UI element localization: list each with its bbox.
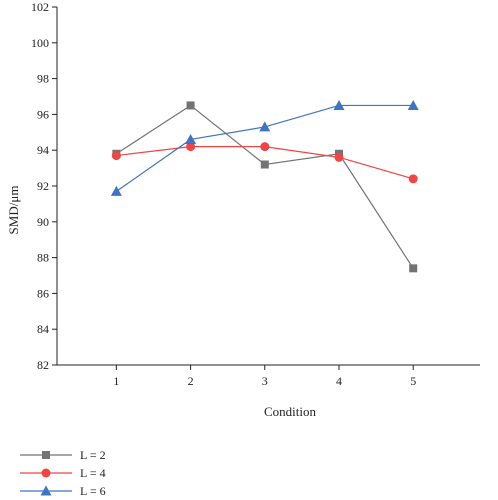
- x-axis-title: Condition: [264, 404, 317, 419]
- y-tick-label: 92: [37, 179, 49, 193]
- legend-label: L = 4: [80, 466, 106, 480]
- y-tick-label: 88: [37, 251, 49, 265]
- y-tick-label: 96: [37, 107, 49, 121]
- x-tick-label: 5: [410, 374, 416, 388]
- data-point: [407, 99, 419, 110]
- data-point: [186, 101, 195, 110]
- x-tick-label: 1: [113, 374, 119, 388]
- series-2: [111, 142, 418, 184]
- data-point: [408, 174, 418, 184]
- data-point: [334, 152, 344, 162]
- y-axis-ticks: 82 84 86 88 90 92 94 96 98 100 102: [31, 0, 57, 372]
- data-point: [259, 121, 271, 132]
- legend-item: L = 4: [20, 466, 106, 480]
- x-tick-label: 2: [188, 374, 194, 388]
- data-point: [260, 160, 269, 169]
- series-3: [110, 99, 419, 196]
- x-axis-ticks: 1 2 3 4 5: [113, 365, 416, 388]
- series-layer: [110, 99, 419, 273]
- legend-item: L = 6: [20, 484, 106, 498]
- data-point: [185, 133, 197, 144]
- legend-marker: [40, 485, 52, 496]
- legend-label: L = 6: [80, 484, 106, 498]
- y-tick-label: 94: [37, 143, 49, 157]
- data-point: [260, 142, 270, 152]
- x-tick-label: 3: [262, 374, 268, 388]
- y-tick-label: 102: [31, 0, 49, 14]
- axes: [56, 7, 480, 366]
- data-point: [186, 142, 196, 152]
- y-tick-label: 90: [37, 215, 49, 229]
- legend-item: L = 2: [20, 448, 106, 462]
- legend: L = 2 L = 4 L = 6: [20, 448, 106, 498]
- y-tick-label: 100: [31, 36, 49, 50]
- legend-label: L = 2: [80, 448, 106, 462]
- data-point: [333, 99, 345, 110]
- data-point: [110, 185, 122, 196]
- y-tick-label: 98: [37, 72, 49, 86]
- y-tick-label: 84: [37, 322, 49, 336]
- data-point: [111, 151, 121, 161]
- legend-marker: [41, 468, 51, 478]
- legend-marker: [42, 451, 50, 459]
- data-point: [409, 264, 418, 273]
- y-tick-label: 82: [37, 358, 49, 372]
- y-axis-title: SMD/μm: [6, 186, 21, 235]
- x-tick-label: 4: [336, 374, 342, 388]
- y-tick-label: 86: [37, 286, 49, 300]
